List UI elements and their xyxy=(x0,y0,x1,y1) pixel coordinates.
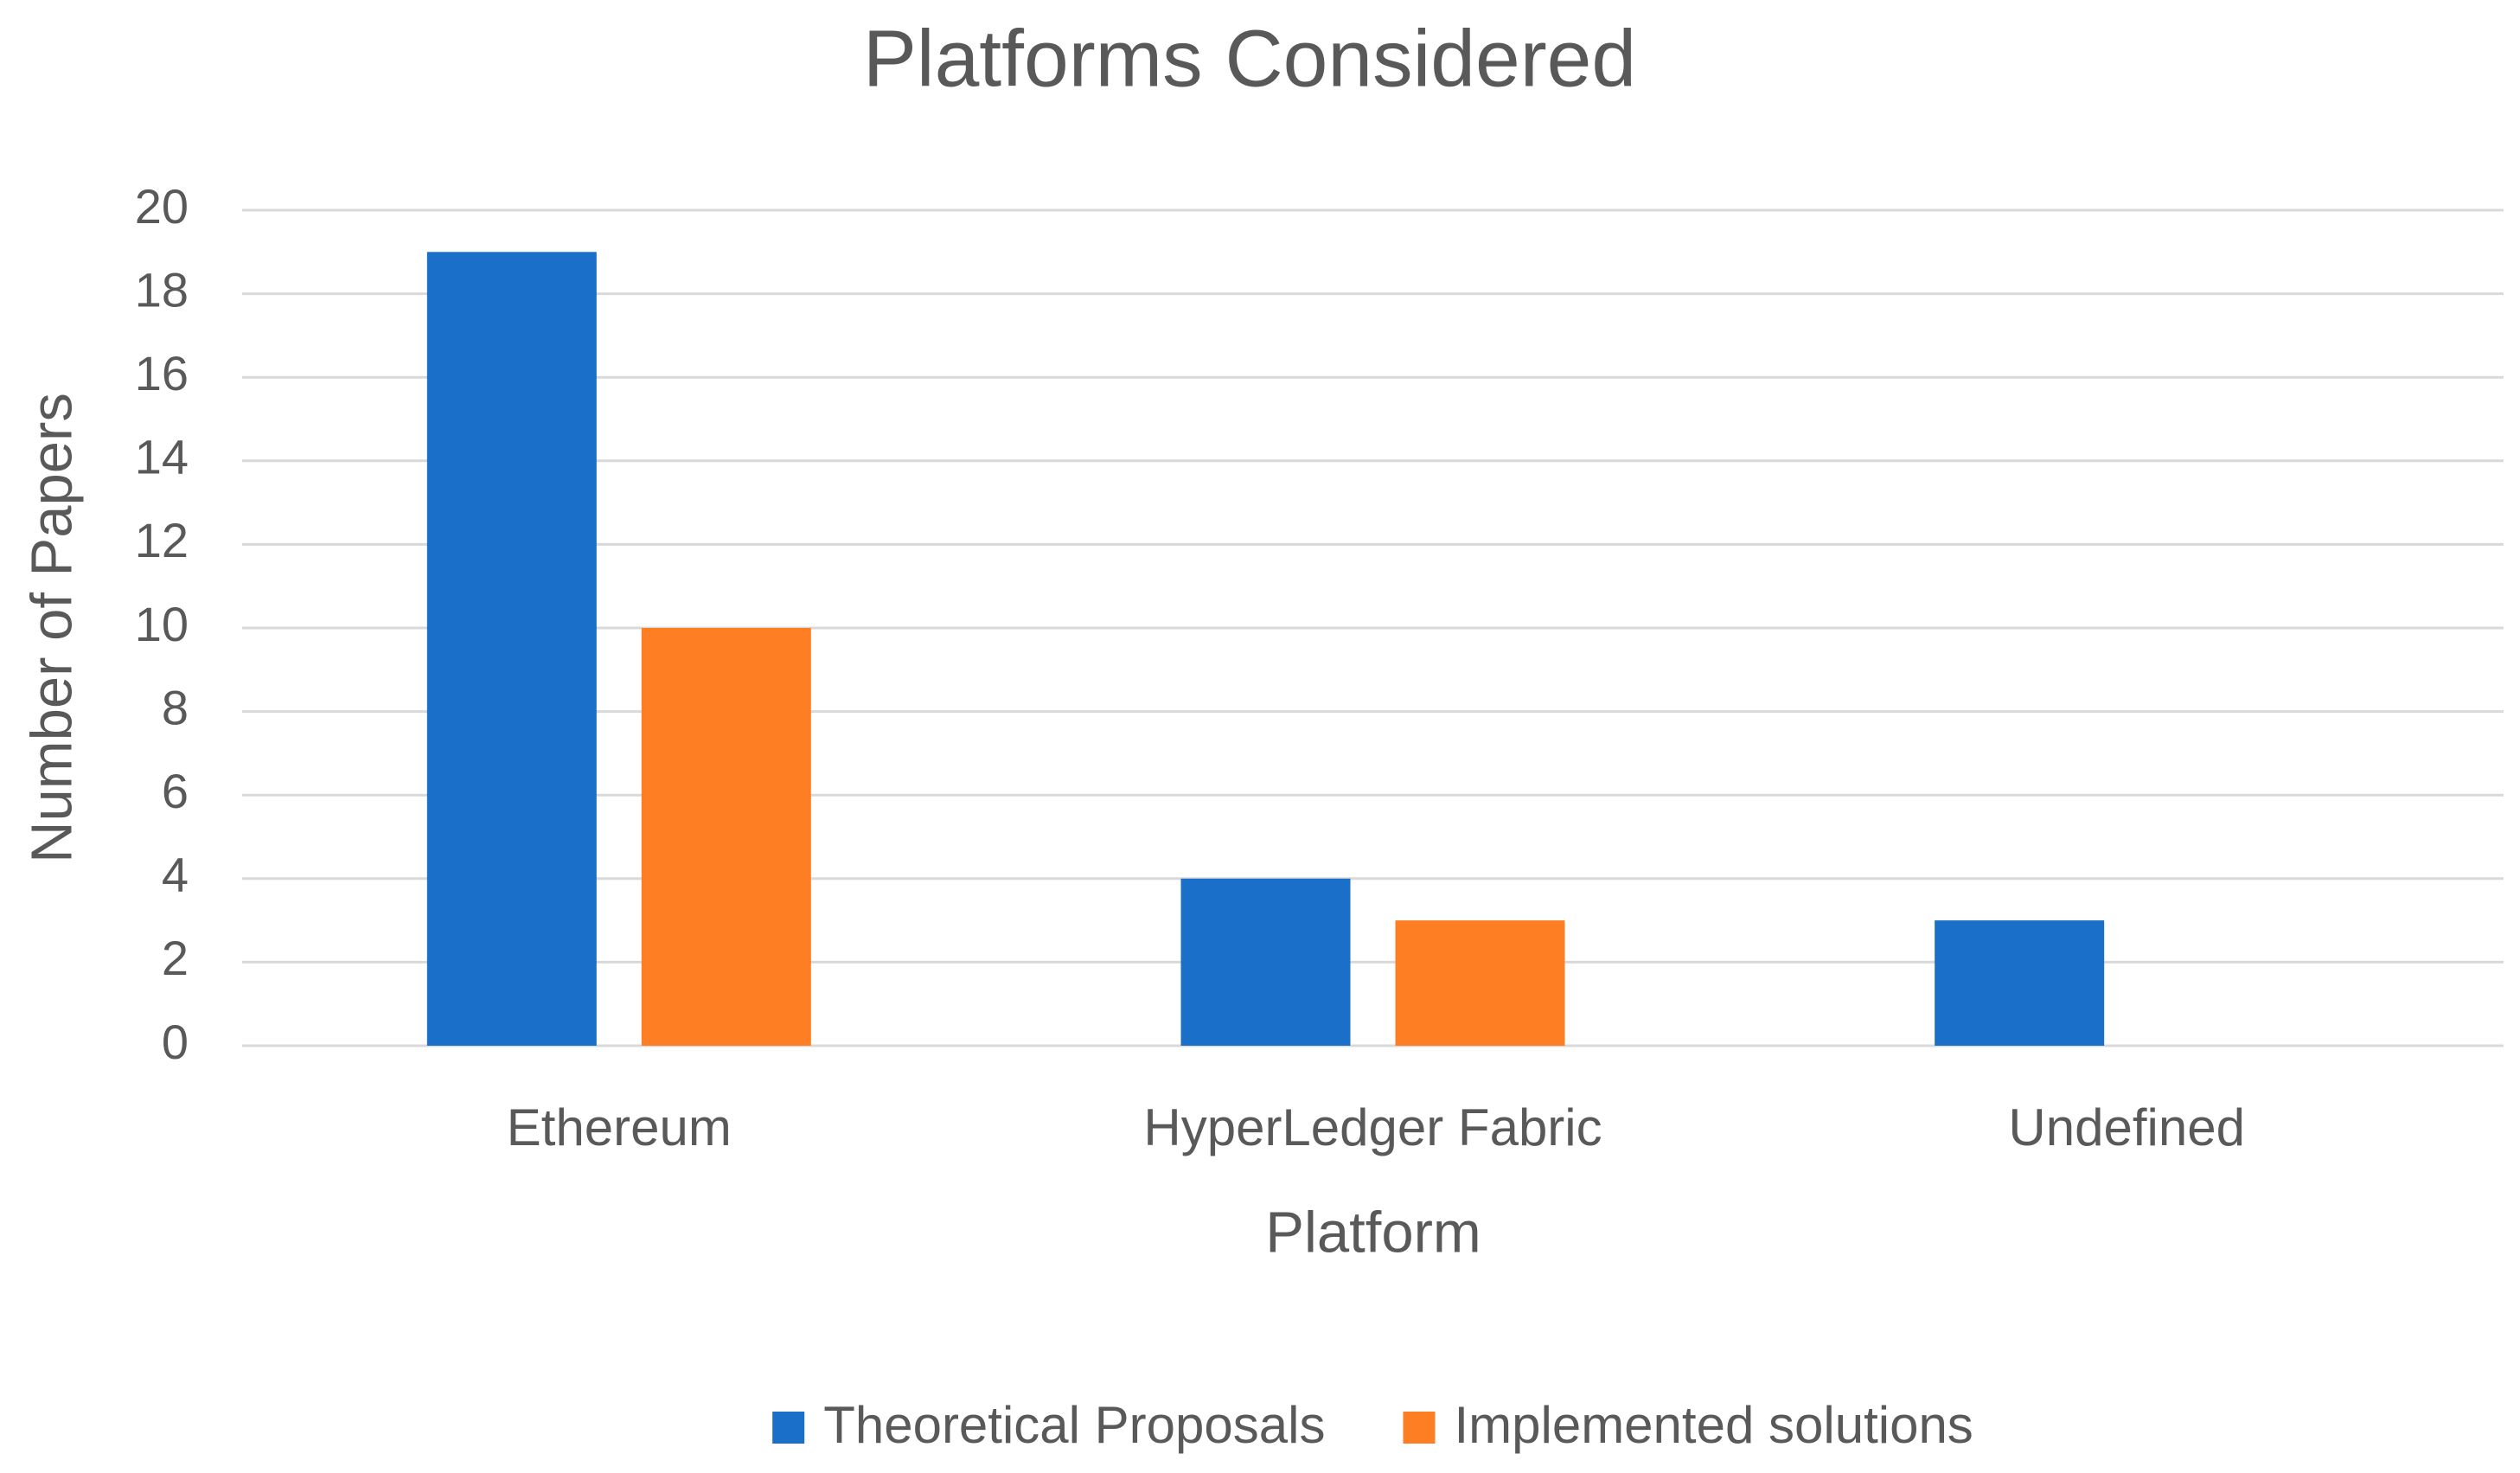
legend-label: Implemented solutions xyxy=(1454,1396,1973,1454)
x-tick-label: Ethereum xyxy=(507,1098,732,1156)
y-tick-label: 18 xyxy=(135,262,189,317)
bar xyxy=(1180,878,1351,1046)
x-tick-label: HyperLedger Fabric xyxy=(1143,1098,1602,1156)
y-tick-label: 4 xyxy=(162,848,189,902)
y-tick-label: 6 xyxy=(162,764,189,818)
x-tick-label: Undefined xyxy=(2008,1098,2245,1156)
y-tick-label: 10 xyxy=(135,597,189,651)
bar xyxy=(1935,920,2105,1046)
y-tick-label: 8 xyxy=(162,680,189,734)
y-tick-label: 0 xyxy=(162,1015,189,1069)
chart-title: Platforms Considered xyxy=(863,14,1636,104)
y-tick-label: 14 xyxy=(135,430,189,484)
legend-swatch xyxy=(1403,1412,1436,1444)
y-tick-label: 12 xyxy=(135,513,189,567)
legend-swatch xyxy=(772,1412,805,1444)
bar xyxy=(1395,920,1565,1046)
y-axis-title: Number of Papers xyxy=(20,393,85,863)
y-tick-label: 20 xyxy=(135,179,189,234)
y-tick-label: 16 xyxy=(135,346,189,400)
legend-label: Theoretical Proposals xyxy=(823,1396,1325,1454)
bar xyxy=(426,252,597,1046)
x-axis-title: Platform xyxy=(1265,1201,1481,1265)
bar xyxy=(641,628,811,1046)
y-tick-label: 2 xyxy=(162,931,189,985)
